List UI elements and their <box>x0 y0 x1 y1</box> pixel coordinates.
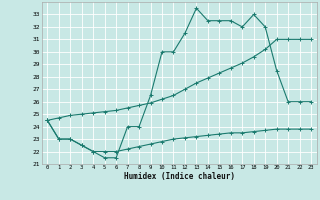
X-axis label: Humidex (Indice chaleur): Humidex (Indice chaleur) <box>124 172 235 181</box>
